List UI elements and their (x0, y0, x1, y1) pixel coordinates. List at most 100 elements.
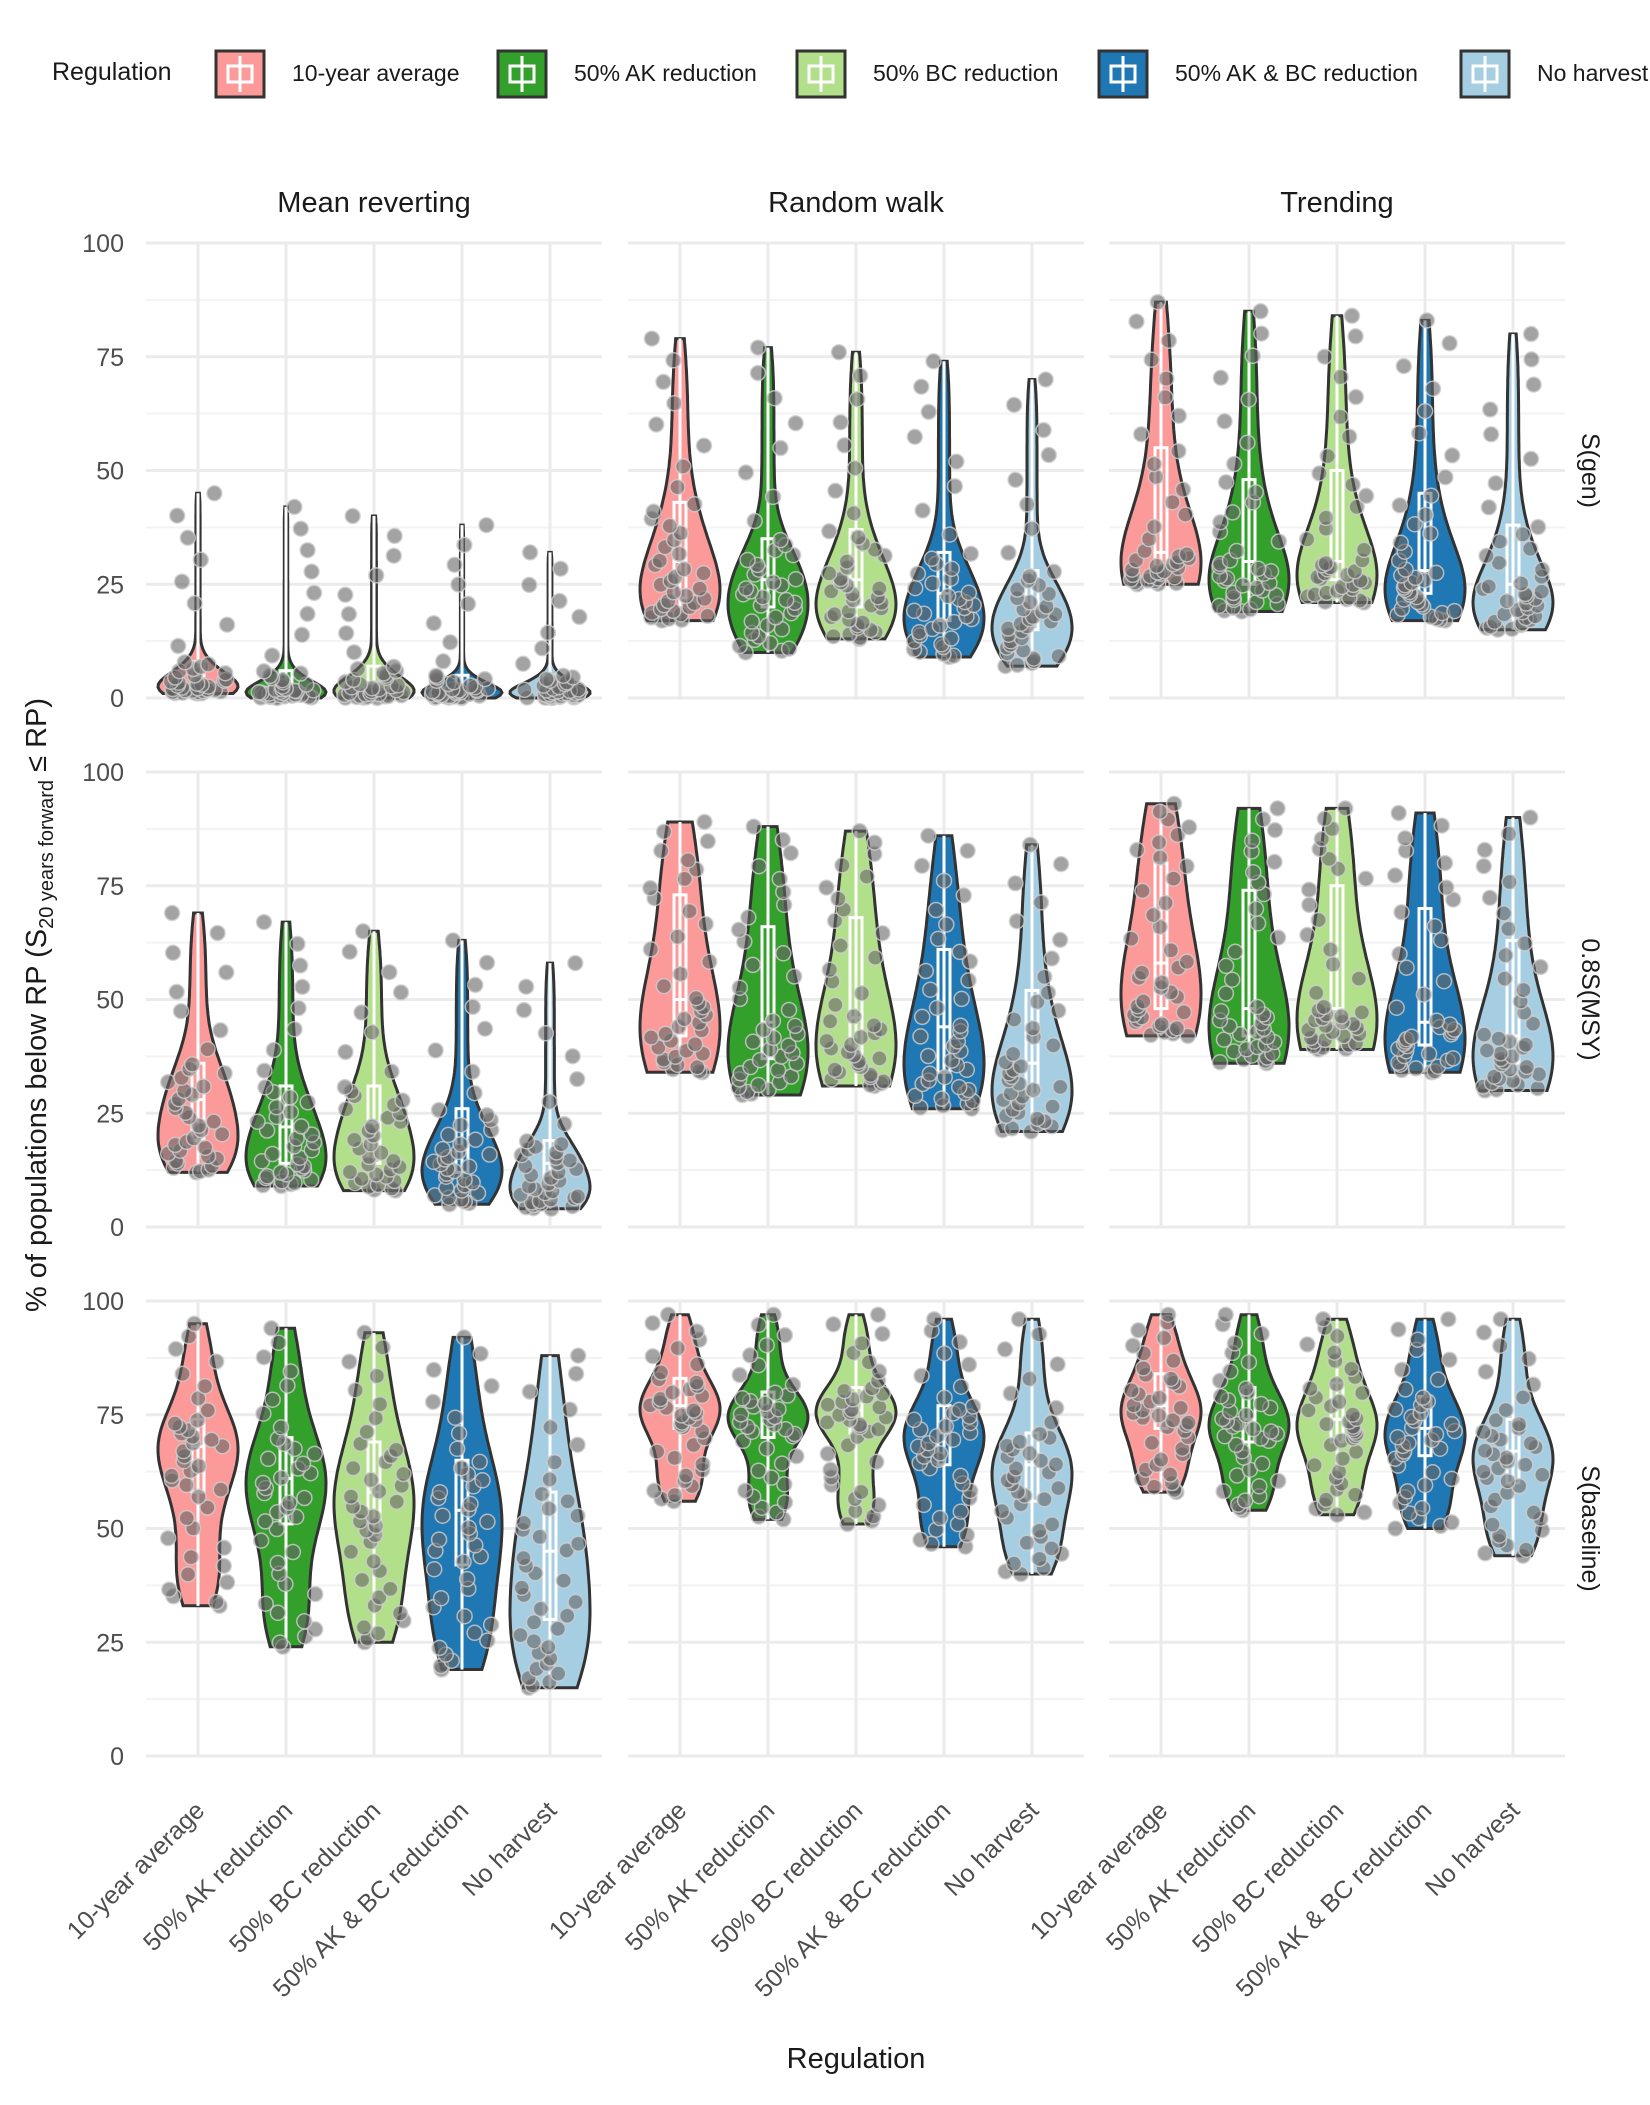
data-point (1172, 1399, 1190, 1417)
data-point (905, 602, 923, 620)
data-point (1145, 455, 1163, 473)
data-point (925, 1310, 943, 1328)
data-point (1441, 1351, 1458, 1369)
data-point (306, 1445, 323, 1463)
data-point (906, 1087, 924, 1105)
data-point (1490, 1030, 1507, 1047)
data-point (462, 677, 479, 694)
violin-group-50pct-ak-and-bc-reduction (1383, 804, 1467, 1081)
data-point (1011, 1433, 1028, 1451)
data-point (255, 663, 273, 680)
data-point (385, 658, 403, 675)
data-point (1051, 931, 1069, 949)
data-point (1356, 1504, 1373, 1521)
facet-column-label-trending: Trending (1280, 187, 1393, 219)
data-point (218, 616, 236, 633)
data-point (1422, 525, 1439, 542)
data-point (196, 1139, 214, 1157)
data-point (430, 1101, 448, 1119)
data-point (865, 1017, 883, 1034)
y-axis-title-main: % of populations below RP (S (21, 929, 53, 1312)
data-point (341, 1163, 359, 1181)
data-point (446, 556, 463, 574)
data-point (1317, 509, 1335, 527)
data-point (1150, 834, 1168, 851)
data-point (514, 655, 532, 673)
violin-group-50pct-ak-reduction (244, 498, 328, 707)
data-point (827, 996, 844, 1014)
data-point (387, 1441, 405, 1459)
data-point (1302, 1380, 1319, 1397)
data-point (1253, 325, 1270, 342)
data-point (1524, 1015, 1542, 1032)
data-point (1240, 391, 1257, 408)
data-point (1492, 1310, 1509, 1328)
panel-0-8s-msy-trending (1119, 795, 1555, 1099)
data-point (1386, 867, 1404, 884)
data-point (363, 1024, 381, 1041)
data-point (909, 565, 927, 582)
data-point (525, 1614, 543, 1631)
data-point (669, 928, 686, 945)
data-point (845, 1008, 863, 1025)
data-point (1334, 1450, 1352, 1467)
data-point (1440, 1310, 1457, 1328)
data-point (513, 1579, 531, 1597)
data-point (944, 1431, 962, 1448)
data-point (568, 1070, 586, 1088)
data-point (1128, 841, 1146, 859)
data-point (561, 1401, 579, 1418)
data-point (478, 954, 496, 971)
data-point (1344, 1406, 1362, 1423)
x-tick-label-50pct-bc-reduction: 50% BC reduction (1187, 1796, 1349, 1958)
data-point (1217, 473, 1235, 491)
data-point (1353, 1004, 1371, 1021)
data-point (1031, 1425, 1049, 1443)
data-point (743, 613, 761, 630)
data-point (820, 565, 838, 582)
data-point (169, 637, 187, 655)
data-point (426, 1187, 444, 1204)
data-point (1517, 1541, 1535, 1558)
data-point (186, 1315, 203, 1333)
data-point (255, 1348, 273, 1366)
data-point (1522, 809, 1539, 826)
violin-group-50pct-ak-reduction (1207, 303, 1291, 620)
data-point (373, 1144, 390, 1162)
data-point (342, 1543, 360, 1561)
data-point (942, 630, 960, 647)
data-point (912, 1028, 929, 1045)
data-point (1332, 408, 1349, 426)
data-point (1247, 484, 1264, 501)
data-point (1529, 518, 1547, 536)
data-point (950, 1078, 968, 1096)
violin-group-no-harvest (1471, 325, 1555, 639)
data-point (179, 1566, 197, 1583)
data-point (186, 595, 203, 612)
data-point (284, 1543, 302, 1561)
data-point (1427, 1425, 1445, 1443)
data-point (258, 1168, 276, 1185)
data-point (772, 439, 789, 457)
data-point (1522, 325, 1540, 343)
data-point (952, 1017, 969, 1035)
data-point (1168, 1020, 1186, 1037)
data-point (849, 390, 866, 408)
data-point (1433, 817, 1451, 834)
data-point (1032, 1452, 1050, 1469)
data-point (731, 979, 749, 996)
data-point (1237, 1406, 1255, 1424)
data-point (455, 1329, 473, 1346)
data-point (1428, 1012, 1445, 1029)
data-point (553, 1135, 570, 1153)
data-point (1487, 474, 1504, 492)
data-point (444, 932, 462, 949)
data-point (1392, 534, 1409, 551)
data-point (737, 580, 755, 597)
data-point (1397, 1381, 1414, 1398)
data-point (648, 1443, 666, 1460)
violin-group-50pct-bc-reduction (814, 1306, 898, 1533)
data-point (1391, 497, 1408, 514)
data-point (1018, 1534, 1036, 1552)
data-point (1343, 307, 1361, 325)
